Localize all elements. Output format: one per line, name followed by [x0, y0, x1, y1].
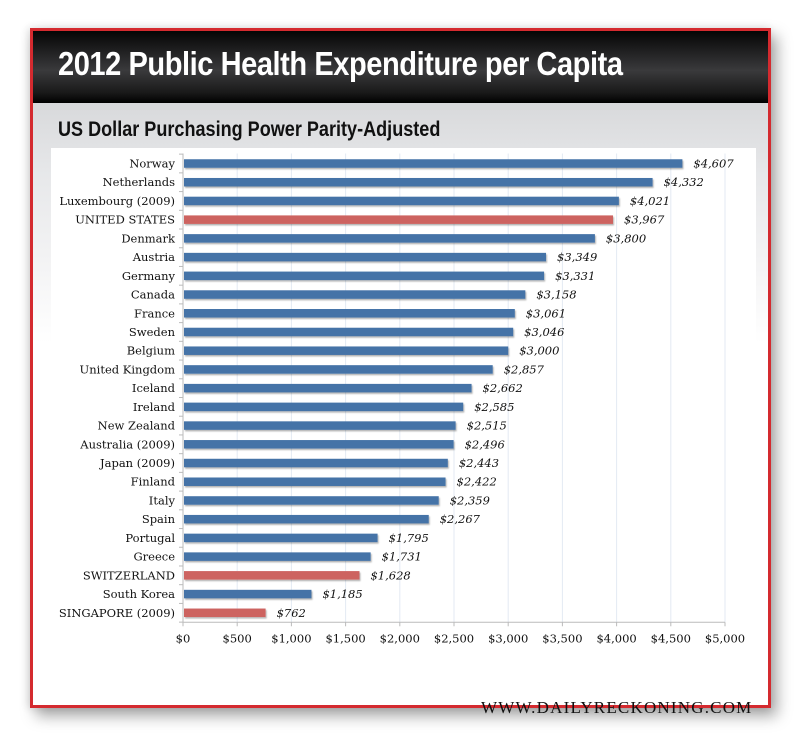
bar-austria: [184, 252, 547, 262]
x-tick-label: $0: [176, 631, 191, 645]
category-label: Italy: [149, 493, 176, 507]
category-label: Japan (2009): [99, 456, 175, 470]
x-tick-label: $2,000: [380, 631, 420, 645]
category-label: Luxembourg (2009): [59, 194, 175, 208]
value-labels: $4,607 $4,332 $4,021 $3,967 $3,800 $3,349 $3,3…: [277, 157, 735, 620]
bar-greece: [184, 552, 371, 561]
category-label: Iceland: [132, 381, 176, 395]
category-label: Portugal: [125, 531, 175, 545]
value-label: $1,628: [370, 568, 410, 582]
value-label: $2,422: [457, 475, 497, 489]
value-label: $1,795: [389, 531, 429, 545]
value-label: $2,857: [504, 362, 545, 376]
category-label: Netherlands: [103, 175, 176, 189]
bar-belgium: [184, 346, 509, 355]
bars: [184, 159, 683, 618]
x-tick-label: $500: [223, 631, 252, 645]
category-label: France: [134, 306, 175, 320]
bar-iceland: [184, 383, 472, 393]
value-label: $2,585: [474, 400, 514, 414]
bar-ireland: [184, 402, 464, 412]
value-label: $2,496: [465, 437, 505, 451]
x-tick-label: $5,000: [705, 631, 745, 645]
x-tick-label: $2,500: [434, 631, 474, 645]
value-label: $3,800: [606, 231, 646, 245]
value-label: $762: [277, 606, 306, 620]
bar-united-kingdom: [184, 365, 493, 374]
bar-switzerland: [184, 571, 360, 580]
chart-title: 2012 Public Health Expenditure per Capit…: [58, 45, 623, 82]
value-label: $2,443: [459, 456, 499, 470]
bar-singapore-2009: [184, 608, 266, 618]
value-label: $4,021: [630, 194, 670, 208]
bar-canada: [184, 290, 526, 299]
value-label: $3,349: [557, 250, 597, 264]
source-footer: WWW.DAILYRECKONING.COM: [481, 698, 753, 717]
value-label: $2,662: [483, 381, 523, 395]
category-label: Spain: [142, 512, 176, 526]
category-label: South Korea: [103, 587, 175, 601]
category-label: Canada: [131, 288, 175, 302]
bar-chart: Norway Netherlands Luxembourg (2009) UNITED…: [59, 153, 745, 645]
bar-australia-2009: [184, 440, 454, 449]
category-label: Austria: [132, 250, 175, 264]
title-bar: 2012 Public Health Expenditure per Capit…: [33, 31, 768, 103]
chart-frame: 2012 Public Health Expenditure per Capit…: [30, 28, 771, 717]
x-tick-label: $3,000: [488, 631, 528, 645]
bar-spain: [184, 514, 429, 524]
bar-germany: [184, 271, 545, 281]
value-label: $4,332: [664, 175, 704, 189]
category-label: Finland: [131, 475, 176, 489]
category-label: Denmark: [121, 231, 176, 245]
bar-new-zealand: [184, 421, 456, 430]
category-label: United Kingdom: [80, 362, 176, 376]
value-label: $2,267: [440, 512, 481, 526]
value-label: $3,331: [555, 269, 595, 283]
value-label: $3,046: [524, 325, 564, 339]
value-label: $3,967: [624, 213, 665, 227]
plot-panel: Norway Netherlands Luxembourg (2009) UNITED…: [51, 148, 756, 645]
bar-portugal: [184, 533, 378, 543]
category-label: UNITED STATES: [75, 213, 175, 227]
category-label: Australia (2009): [79, 437, 175, 451]
bar-italy: [184, 496, 439, 505]
category-label: Norway: [129, 157, 175, 171]
value-label: $3,158: [536, 288, 576, 302]
bar-south-korea: [184, 589, 312, 599]
value-label: $1,185: [322, 587, 362, 601]
x-tick-label: $1,000: [271, 631, 311, 645]
x-tick-label: $4,000: [596, 631, 636, 645]
bar-norway: [184, 159, 683, 168]
bar-netherlands: [184, 177, 653, 187]
category-label: Belgium: [127, 344, 175, 358]
value-label: $3,061: [526, 306, 566, 320]
category-label: Sweden: [129, 325, 176, 339]
bar-japan-2009: [184, 458, 448, 468]
category-label: SINGAPORE (2009): [59, 606, 175, 620]
bar-luxembourg-2009: [184, 196, 619, 206]
value-label: $2,359: [450, 493, 490, 507]
x-axis: $0 $500 $1,000 $1,500 $2,000 $2,500 $3,000 $3,5…: [176, 153, 745, 645]
bar-finland: [184, 477, 446, 486]
value-label: $4,607: [693, 157, 734, 171]
x-tick-label: $3,500: [542, 631, 582, 645]
bar-denmark: [184, 234, 595, 243]
value-label: $3,000: [519, 344, 559, 358]
chart-subtitle: US Dollar Purchasing Power Parity-Adjust…: [58, 118, 441, 141]
x-tick-label: $4,500: [651, 631, 691, 645]
category-label: Greece: [133, 550, 175, 564]
category-label: Germany: [122, 269, 176, 283]
category-label: New Zealand: [98, 419, 176, 433]
value-label: $1,731: [382, 550, 422, 564]
category-label: Ireland: [133, 400, 176, 414]
value-label: $2,515: [467, 419, 507, 433]
category-labels: Norway Netherlands Luxembourg (2009) UNITED…: [59, 157, 176, 620]
x-tick-label: $1,500: [325, 631, 365, 645]
bar-france: [184, 309, 515, 318]
category-label: SWITZERLAND: [83, 568, 175, 582]
bar-united-states: [184, 215, 614, 224]
bar-sweden: [184, 327, 514, 337]
